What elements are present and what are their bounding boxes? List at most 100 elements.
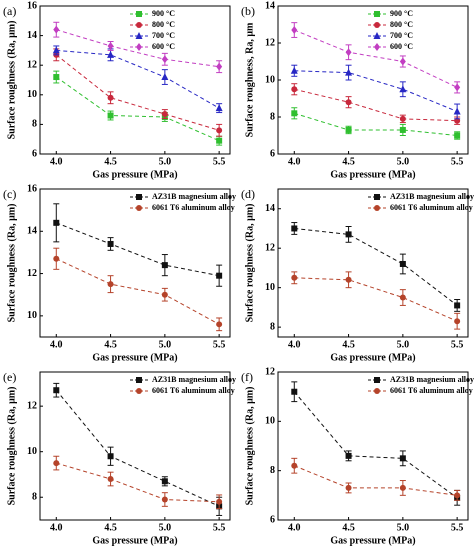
marker xyxy=(107,41,114,50)
y-tick-label: 12 xyxy=(27,400,37,411)
marker xyxy=(291,110,298,117)
marker xyxy=(53,25,60,34)
x-tick-label: 5.5 xyxy=(213,156,226,167)
y-tick-label: 8 xyxy=(32,119,37,130)
x-tick-label: 5.5 xyxy=(213,339,226,350)
marker xyxy=(291,462,298,469)
marker xyxy=(107,281,114,288)
x-tick-label: 5.5 xyxy=(451,339,464,350)
x-axis-label: Gas pressure (MPa) xyxy=(330,352,415,363)
x-tick-label: 5.0 xyxy=(159,339,172,350)
marker xyxy=(345,484,352,491)
y-tick-label: 8 xyxy=(270,111,275,122)
panel-label: (b) xyxy=(241,4,255,18)
marker xyxy=(161,55,168,64)
y-axis-label: Surface roughness (Ra, μm) xyxy=(244,204,255,323)
plot-frame xyxy=(277,5,469,155)
marker xyxy=(399,455,406,462)
legend-label: 6061 T6 aluminum alloy xyxy=(152,203,235,212)
y-tick-label: 8 xyxy=(32,492,37,503)
marker xyxy=(136,205,142,211)
x-axis-label: Gas pressure (MPa) xyxy=(330,169,415,180)
marker xyxy=(161,478,168,485)
marker xyxy=(345,48,352,57)
marker xyxy=(454,318,461,325)
y-tick-label: 10 xyxy=(27,310,37,321)
marker xyxy=(291,26,298,35)
series-line xyxy=(56,49,220,109)
marker xyxy=(453,107,461,115)
series-line xyxy=(55,76,220,142)
plot-frame xyxy=(39,371,231,521)
x-axis-label: Gas pressure (MPa) xyxy=(330,535,415,546)
marker xyxy=(399,260,406,267)
marker xyxy=(345,276,352,283)
series-line xyxy=(56,222,220,277)
series-line xyxy=(294,29,458,88)
legend-label: 900 °C xyxy=(390,9,413,18)
marker xyxy=(374,22,380,28)
marker xyxy=(53,74,60,81)
legend-label: 700 °C xyxy=(152,31,175,40)
x-tick-label: 5.5 xyxy=(213,522,226,533)
marker xyxy=(345,231,352,238)
panel-label: (e) xyxy=(3,370,16,384)
marker xyxy=(136,22,142,28)
y-tick-label: 8 xyxy=(270,321,275,332)
x-tick-label: 5.0 xyxy=(397,339,410,350)
legend-label: 6061 T6 aluminum alloy xyxy=(390,203,473,212)
marker xyxy=(161,111,168,118)
x-tick-label: 5.5 xyxy=(451,522,464,533)
x-tick-label: 5.0 xyxy=(397,156,410,167)
y-tick-label: 14 xyxy=(265,203,275,214)
y-tick-label: 8 xyxy=(270,465,275,476)
series-line xyxy=(56,462,220,503)
y-tick-label: 10 xyxy=(265,282,275,293)
x-tick-label: 4.0 xyxy=(288,522,301,533)
y-axis-label: Surface roughness, Ra, μm xyxy=(244,22,255,137)
marker xyxy=(291,274,298,281)
x-tick-label: 5.5 xyxy=(451,156,464,167)
panel-label: (a) xyxy=(3,4,16,18)
plot-frame xyxy=(39,188,231,338)
x-tick-label: 4.5 xyxy=(342,339,355,350)
marker xyxy=(53,460,60,467)
legend-label: 6061 T6 aluminum alloy xyxy=(390,386,473,395)
marker xyxy=(374,11,380,17)
marker xyxy=(107,94,114,101)
marker xyxy=(53,255,60,262)
series-line xyxy=(294,70,458,112)
marker xyxy=(374,377,380,383)
y-axis-label: Surface roughness (Ra, μm) xyxy=(6,204,17,323)
legend-label: 700 °C xyxy=(390,31,413,40)
series-line xyxy=(294,277,458,322)
x-tick-label: 5.0 xyxy=(397,522,410,533)
x-tick-label: 4.0 xyxy=(50,156,63,167)
x-tick-label: 5.0 xyxy=(159,522,172,533)
y-axis-label: Surface roughness (Ra, μm) xyxy=(6,387,17,506)
marker xyxy=(107,112,114,119)
marker xyxy=(374,388,380,394)
y-tick-label: 14 xyxy=(27,30,37,41)
marker xyxy=(374,205,380,211)
marker xyxy=(399,126,406,133)
marker xyxy=(345,452,352,459)
x-tick-label: 4.0 xyxy=(50,522,63,533)
x-tick-label: 4.5 xyxy=(104,522,117,533)
marker xyxy=(52,46,60,54)
y-axis-label: Surface roughness (Ra, μm) xyxy=(244,387,255,506)
marker xyxy=(399,115,406,122)
panel-label: (d) xyxy=(241,187,255,201)
x-tick-label: 5.0 xyxy=(159,156,172,167)
x-axis-label: Gas pressure (MPa) xyxy=(92,535,177,546)
marker xyxy=(216,137,223,144)
legend-label: 600 °C xyxy=(390,42,413,51)
plot-frame xyxy=(277,188,469,338)
series-line xyxy=(293,391,458,499)
y-tick-label: 14 xyxy=(265,0,275,11)
series-line xyxy=(294,88,458,122)
x-tick-label: 4.5 xyxy=(342,156,355,167)
marker xyxy=(136,388,142,394)
marker xyxy=(161,73,169,81)
